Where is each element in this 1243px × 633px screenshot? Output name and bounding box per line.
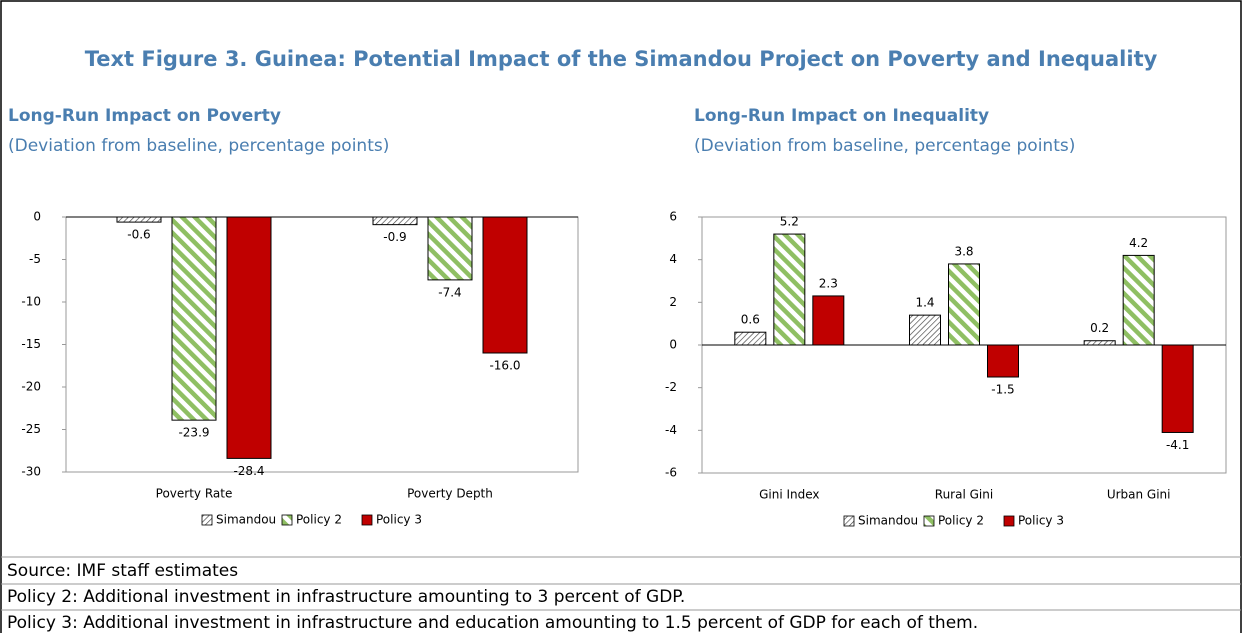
y-tick-label: 4 bbox=[669, 252, 677, 266]
legend-label: Policy 2 bbox=[296, 513, 342, 527]
data-label: 5.2 bbox=[780, 215, 799, 229]
y-tick-label: -30 bbox=[21, 465, 41, 479]
bar bbox=[1122, 254, 1155, 346]
data-label: 0.6 bbox=[741, 313, 760, 327]
data-label: -16.0 bbox=[489, 359, 520, 373]
y-tick-label: 6 bbox=[669, 210, 677, 224]
chart-subtitle: (Deviation from baseline, percentage poi… bbox=[8, 136, 389, 156]
legend-label: Policy 3 bbox=[1018, 514, 1064, 528]
legend-swatch bbox=[1003, 515, 1015, 527]
note: Policy 2: Additional investment in infra… bbox=[7, 587, 685, 607]
legend-label: Simandou bbox=[216, 513, 276, 527]
bar bbox=[909, 314, 941, 346]
y-tick-label: -5 bbox=[29, 252, 41, 266]
bar bbox=[812, 295, 845, 346]
x-tick-label: Urban Gini bbox=[1107, 488, 1171, 502]
data-label: -7.4 bbox=[438, 285, 461, 299]
data-label: 0.2 bbox=[1090, 321, 1109, 335]
x-tick-label: Rural Gini bbox=[935, 488, 993, 502]
data-label: 1.4 bbox=[915, 296, 934, 310]
x-tick-label: Poverty Depth bbox=[407, 487, 493, 501]
legend-swatch bbox=[361, 514, 373, 526]
legend-swatch bbox=[923, 515, 935, 527]
data-label: -4.1 bbox=[1166, 438, 1189, 452]
data-label: -1.5 bbox=[991, 383, 1014, 397]
y-tick-label: -10 bbox=[21, 295, 41, 309]
legend-label: Policy 2 bbox=[938, 514, 984, 528]
y-tick-label: -6 bbox=[665, 466, 677, 480]
y-tick-label: -4 bbox=[665, 423, 677, 437]
y-tick-label: 2 bbox=[669, 295, 677, 309]
y-tick-label: 0 bbox=[33, 210, 41, 224]
legend-swatch bbox=[281, 514, 293, 526]
x-tick-label: Poverty Rate bbox=[156, 487, 233, 501]
data-label: 2.3 bbox=[819, 276, 838, 290]
x-tick-label: Gini Index bbox=[759, 488, 819, 502]
legend-label: Policy 3 bbox=[376, 513, 422, 527]
data-label: 4.2 bbox=[1129, 236, 1148, 250]
bar bbox=[734, 331, 767, 346]
legend-label: Simandou bbox=[858, 514, 918, 528]
bar bbox=[948, 263, 980, 346]
y-tick-label: 0 bbox=[669, 338, 677, 352]
data-label: -0.9 bbox=[383, 230, 406, 244]
y-tick-label: -20 bbox=[21, 380, 41, 394]
data-label: -23.9 bbox=[178, 426, 209, 440]
bar bbox=[116, 216, 162, 223]
y-tick-label: -25 bbox=[21, 422, 41, 436]
figure-title: Text Figure 3. Guinea: Potential Impact … bbox=[85, 47, 1158, 71]
bar bbox=[987, 344, 1019, 378]
legend-swatch bbox=[843, 515, 855, 527]
note: Source: IMF staff estimates bbox=[7, 561, 238, 581]
data-label: -0.6 bbox=[127, 228, 150, 242]
y-tick-label: -15 bbox=[21, 337, 41, 351]
chart-subtitle: (Deviation from baseline, percentage poi… bbox=[694, 136, 1075, 156]
bar bbox=[171, 216, 217, 421]
bar bbox=[372, 216, 418, 226]
data-label: -28.4 bbox=[233, 464, 264, 478]
bar bbox=[427, 216, 473, 281]
legend-swatch bbox=[201, 514, 213, 526]
chart-title: Long-Run Impact on Poverty bbox=[8, 106, 281, 126]
bar bbox=[226, 216, 272, 459]
note: Policy 3: Additional investment in infra… bbox=[7, 613, 978, 633]
chart-title: Long-Run Impact on Inequality bbox=[694, 106, 989, 126]
bar bbox=[1161, 344, 1194, 433]
data-label: 3.8 bbox=[954, 244, 973, 258]
bar bbox=[1083, 340, 1116, 346]
bar bbox=[773, 233, 806, 346]
y-tick-label: -2 bbox=[665, 380, 677, 394]
bar bbox=[482, 216, 528, 354]
